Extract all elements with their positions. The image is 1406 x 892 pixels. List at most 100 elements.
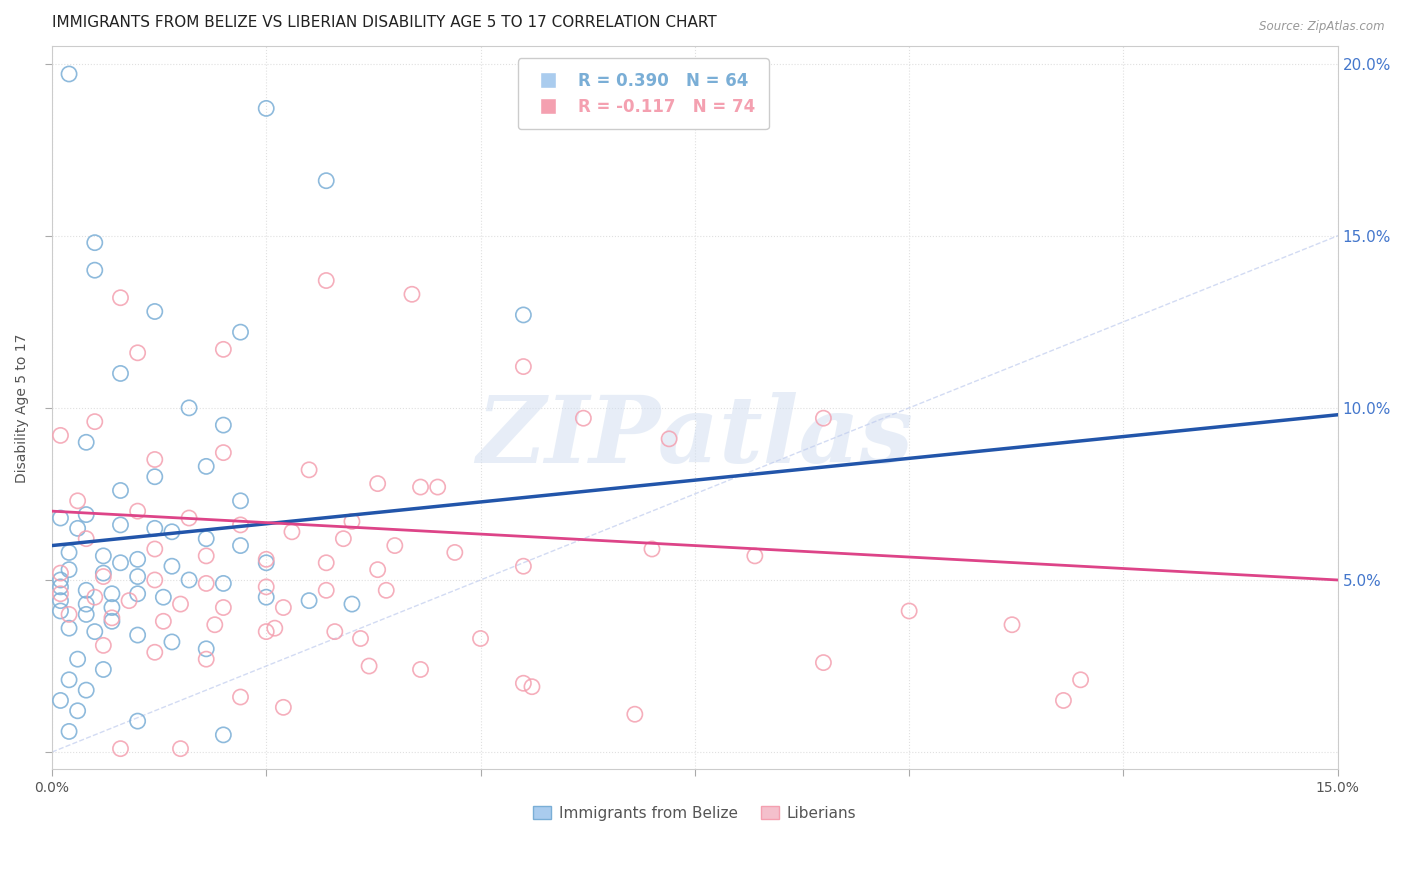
Point: [110, 291, 132, 305]
Point: [83, 415, 105, 429]
Point: [520, 680, 543, 694]
Point: [143, 469, 166, 483]
Point: [58, 607, 80, 622]
Point: [143, 452, 166, 467]
Text: IMMIGRANTS FROM BELIZE VS LIBERIAN DISABILITY AGE 5 TO 17 CORRELATION CHART: IMMIGRANTS FROM BELIZE VS LIBERIAN DISAB…: [52, 15, 717, 30]
Point: [340, 515, 363, 529]
Point: [409, 663, 432, 677]
Point: [298, 593, 321, 607]
Point: [66, 704, 89, 718]
Point: [624, 707, 647, 722]
Point: [212, 343, 235, 357]
Point: [58, 673, 80, 687]
Point: [58, 621, 80, 635]
Point: [75, 532, 97, 546]
Point: [273, 700, 295, 714]
Point: [83, 235, 105, 250]
Point: [229, 690, 252, 704]
Point: [83, 591, 105, 605]
Point: [118, 593, 141, 607]
Point: [49, 573, 72, 587]
Point: [512, 676, 534, 690]
Point: [152, 615, 174, 629]
Point: [83, 263, 105, 277]
Point: [93, 639, 115, 653]
Point: [66, 652, 89, 666]
Point: [75, 607, 97, 622]
Text: Source: ZipAtlas.com: Source: ZipAtlas.com: [1260, 20, 1385, 33]
Point: [110, 556, 132, 570]
Point: [177, 401, 200, 415]
Point: [101, 600, 124, 615]
Point: [143, 541, 166, 556]
Point: [212, 418, 235, 433]
Point: [229, 517, 252, 532]
Point: [160, 524, 183, 539]
Point: [254, 552, 277, 566]
Point: [49, 693, 72, 707]
Point: [212, 600, 235, 615]
Point: [169, 741, 191, 756]
Point: [813, 411, 835, 425]
Point: [512, 359, 534, 374]
Point: [75, 583, 97, 598]
Point: [83, 624, 105, 639]
Point: [315, 556, 337, 570]
Point: [332, 532, 354, 546]
Y-axis label: Disability Age 5 to 17: Disability Age 5 to 17: [15, 334, 30, 483]
Point: [641, 541, 664, 556]
Point: [744, 549, 766, 563]
Point: [143, 573, 166, 587]
Point: [127, 569, 149, 583]
Point: [152, 591, 174, 605]
Point: [512, 308, 534, 322]
Point: [58, 563, 80, 577]
Point: [58, 545, 80, 559]
Point: [58, 67, 80, 81]
Legend: Immigrants from Belize, Liberians: Immigrants from Belize, Liberians: [527, 799, 863, 827]
Point: [49, 604, 72, 618]
Point: [254, 591, 277, 605]
Point: [195, 532, 218, 546]
Point: [93, 663, 115, 677]
Point: [160, 559, 183, 574]
Point: [229, 493, 252, 508]
Point: [401, 287, 423, 301]
Point: [254, 624, 277, 639]
Point: [93, 569, 115, 583]
Point: [349, 632, 371, 646]
Point: [470, 632, 492, 646]
Point: [169, 597, 191, 611]
Point: [195, 576, 218, 591]
Point: [66, 521, 89, 535]
Point: [204, 617, 226, 632]
Point: [281, 524, 304, 539]
Point: [254, 556, 277, 570]
Point: [66, 493, 89, 508]
Point: [49, 428, 72, 442]
Point: [263, 621, 285, 635]
Point: [160, 635, 183, 649]
Point: [49, 566, 72, 580]
Point: [127, 504, 149, 518]
Point: [127, 714, 149, 728]
Point: [110, 367, 132, 381]
Point: [101, 587, 124, 601]
Point: [273, 600, 295, 615]
Point: [1070, 673, 1092, 687]
Point: [127, 552, 149, 566]
Point: [127, 346, 149, 360]
Point: [212, 728, 235, 742]
Point: [323, 624, 346, 639]
Point: [143, 304, 166, 318]
Point: [229, 539, 252, 553]
Point: [49, 580, 72, 594]
Point: [1001, 617, 1024, 632]
Point: [212, 445, 235, 459]
Point: [212, 576, 235, 591]
Point: [384, 539, 406, 553]
Point: [658, 432, 681, 446]
Point: [143, 521, 166, 535]
Point: [75, 508, 97, 522]
Text: ZIPatlas: ZIPatlas: [477, 392, 914, 482]
